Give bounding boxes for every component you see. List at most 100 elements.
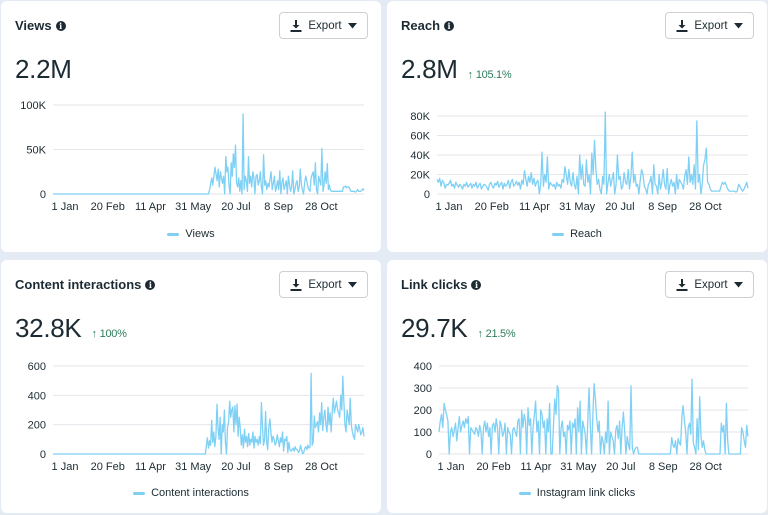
- y-tick-label: 200: [414, 405, 432, 417]
- link-clicks-chart: 0 100 200 300 400 1 Jan 20 Feb 11 Apr 31 May 20 J…: [414, 361, 749, 473]
- x-tick-label: 28 Oct: [305, 461, 337, 473]
- x-tick-label: 28 Oct: [689, 201, 721, 213]
- card-title-text: Views: [15, 18, 52, 33]
- info-icon[interactable]: i: [145, 279, 156, 290]
- content-interactions-card: Content interactions i Export 32.8K ↑ 100…: [1, 260, 381, 513]
- chart-legend: Instagram link clicks: [387, 487, 767, 499]
- views-card: Views i Export 2.2M 0 50K 100K 1 Jan 20 Feb 1…: [1, 1, 381, 252]
- y-tick-label: 60K: [410, 131, 430, 143]
- y-tick-label: 40K: [410, 150, 430, 162]
- export-label: Export: [694, 19, 728, 32]
- delta-text: 21.5%: [485, 328, 516, 340]
- y-tick-label: 0: [40, 189, 46, 201]
- arrow-up-icon: ↑: [477, 328, 483, 340]
- metric-value: 32.8K ↑ 100%: [15, 313, 127, 344]
- legend-label: Content interactions: [151, 487, 249, 499]
- x-tick-label: 1 Jan: [438, 461, 465, 473]
- x-tick-label: 31 May: [175, 461, 212, 473]
- delta-badge: ↑ 105.1%: [468, 69, 512, 81]
- delta-badge: ↑ 21.5%: [477, 328, 515, 340]
- x-tick-label: 8 Sep: [649, 461, 678, 473]
- metric-value-text: 2.8M: [401, 54, 458, 84]
- y-tick-label: 100: [414, 427, 432, 439]
- export-button[interactable]: Export: [279, 271, 368, 298]
- y-tick-label: 400: [414, 361, 432, 373]
- card-title: Reach i: [401, 18, 455, 33]
- x-tick-label: 8 Sep: [648, 201, 677, 213]
- x-tick-label: 28 Oct: [305, 201, 337, 213]
- info-icon[interactable]: i: [471, 279, 482, 290]
- card-title: Content interactions i: [15, 277, 156, 292]
- export-label: Export: [694, 278, 728, 291]
- caret-down-icon: [733, 281, 743, 287]
- views-chart: 0 50K 100K 1 Jan 20 Feb 11 Apr 31 May 20 Jul 8 S…: [20, 100, 365, 213]
- x-tick-label: 8 Sep: [264, 201, 293, 213]
- delta-text: 100%: [99, 328, 127, 340]
- legend-swatch: [518, 491, 531, 495]
- x-tick-label: 28 Oct: [689, 461, 721, 473]
- series-line-instagram-link-clicks: [438, 378, 749, 455]
- metric-value: 2.2M: [15, 54, 72, 85]
- y-tick-label: 400: [28, 390, 46, 402]
- content-interactions-chart: 0 200 400 600 1 Jan 20 Feb 11 Apr 31 May 20 Jul 8…: [28, 361, 365, 473]
- x-tick-label: 20 Feb: [91, 461, 125, 473]
- series-line-content-interactions: [53, 372, 365, 455]
- card-title-text: Link clicks: [401, 277, 468, 292]
- x-tick-label: 20 Feb: [476, 461, 510, 473]
- export-label: Export: [308, 19, 342, 32]
- legend-label: Reach: [570, 228, 602, 240]
- y-tick-label: 600: [28, 361, 46, 373]
- download-icon: [676, 278, 688, 291]
- reach-card: Reach i Export 2.8M ↑ 105.1% 0 20K 40K 60K 80…: [387, 1, 767, 252]
- x-tick-label: 1 Jan: [436, 201, 463, 213]
- x-tick-label: 31 May: [175, 201, 212, 213]
- chart-legend: Reach: [387, 228, 767, 240]
- card-title: Link clicks i: [401, 277, 482, 292]
- x-tick-label: 20 Feb: [91, 201, 125, 213]
- y-tick-label: 100K: [20, 100, 46, 112]
- info-icon[interactable]: i: [444, 20, 455, 31]
- chart-legend: Views: [1, 228, 381, 240]
- metric-value: 2.8M ↑ 105.1%: [401, 54, 512, 85]
- y-tick-label: 200: [28, 420, 46, 432]
- x-tick-label: 20 Jul: [605, 201, 634, 213]
- chart-legend: Content interactions: [1, 487, 381, 499]
- x-tick-label: 1 Jan: [52, 461, 79, 473]
- metric-value: 29.7K ↑ 21.5%: [401, 313, 516, 344]
- download-icon: [290, 19, 302, 32]
- y-tick-label: 50K: [26, 145, 46, 157]
- caret-down-icon: [733, 22, 743, 28]
- series-line-views: [53, 113, 365, 195]
- x-tick-label: 11 Apr: [135, 201, 166, 213]
- card-title-text: Content interactions: [15, 277, 142, 292]
- x-tick-label: 20 Feb: [475, 201, 509, 213]
- legend-swatch: [552, 232, 565, 236]
- series-line-reach: [436, 111, 749, 195]
- export-button[interactable]: Export: [665, 12, 754, 39]
- x-tick-label: 31 May: [559, 201, 596, 213]
- download-icon: [676, 19, 688, 32]
- x-tick-label: 20 Jul: [221, 201, 250, 213]
- legend-swatch: [167, 232, 180, 236]
- card-title: Views i: [15, 18, 66, 33]
- download-icon: [290, 278, 302, 291]
- delta-text: 105.1%: [475, 69, 512, 81]
- caret-down-icon: [347, 22, 357, 28]
- export-button[interactable]: Export: [279, 12, 368, 39]
- export-button[interactable]: Export: [665, 271, 754, 298]
- x-tick-label: 11 Apr: [520, 461, 551, 473]
- caret-down-icon: [347, 281, 357, 287]
- y-tick-label: 0: [424, 189, 430, 201]
- y-tick-label: 300: [414, 383, 432, 395]
- reach-chart: 0 20K 40K 60K 80K 1 Jan 20 Feb 11 Apr 31 May 20 J…: [410, 111, 749, 213]
- x-tick-label: 11 Apr: [135, 461, 166, 473]
- metric-value-text: 2.2M: [15, 54, 72, 84]
- y-tick-label: 20K: [410, 170, 430, 182]
- x-tick-label: 20 Jul: [606, 461, 635, 473]
- legend-swatch: [133, 491, 146, 495]
- x-tick-label: 1 Jan: [52, 201, 79, 213]
- arrow-up-icon: ↑: [467, 69, 474, 81]
- metric-value-text: 32.8K: [15, 313, 82, 343]
- info-icon[interactable]: i: [55, 20, 66, 31]
- legend-label: Views: [185, 228, 215, 240]
